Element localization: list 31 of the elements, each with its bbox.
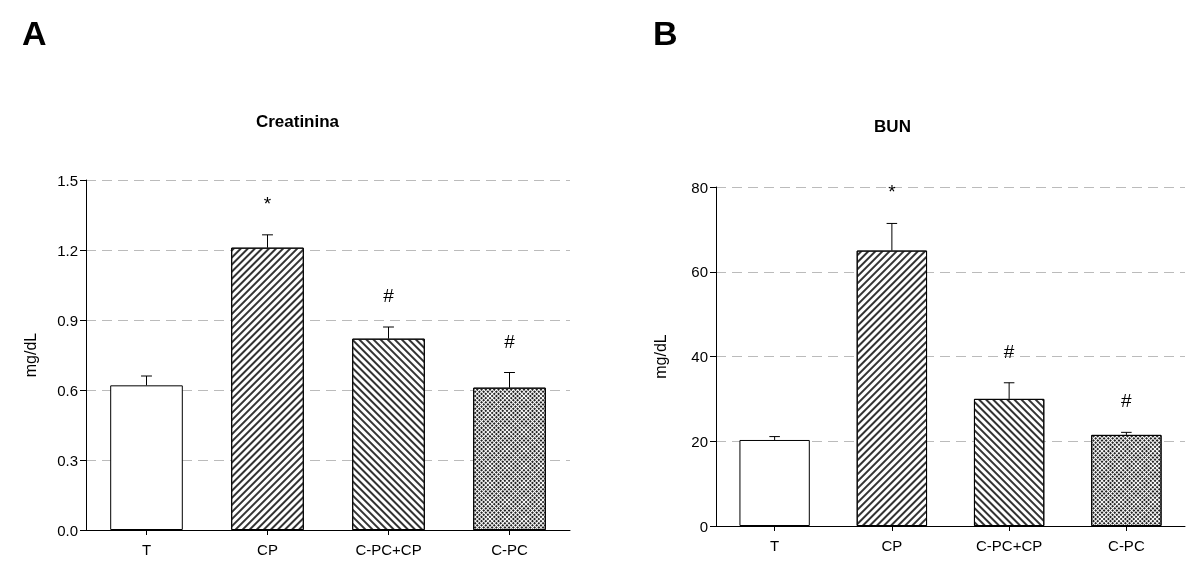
x-tick-label: T (770, 537, 780, 554)
x-tick-label: CP (257, 541, 278, 558)
annotation: # (383, 285, 395, 306)
y-axis-title: mg/dL (21, 332, 39, 378)
text: A (22, 14, 47, 53)
x-tick-label: C-PC (491, 541, 528, 558)
y-tick-label: 0.6 (57, 381, 78, 399)
x-tick-label: T (141, 541, 152, 558)
y-tick-label: 20 (691, 432, 708, 450)
y-tick-label: 1.5 (57, 171, 78, 189)
annotation: # (1121, 390, 1133, 412)
chart-title: Creatinina (255, 112, 340, 131)
annotation: # (1003, 340, 1015, 362)
chart-title: BUN (874, 117, 911, 136)
annotation: * (263, 192, 272, 214)
x-tick-label: C-PC+CP (355, 541, 422, 558)
y-tick-label: 0 (699, 517, 708, 535)
annotation: * (888, 181, 897, 203)
x-tick-label: C-PC+CP (975, 537, 1043, 554)
x-tick-label: C-PC (1108, 537, 1145, 554)
y-tick-label: 0.9 (57, 311, 78, 329)
text: B (653, 14, 678, 53)
annotation: # (504, 330, 516, 352)
y-tick-label: 60 (691, 263, 708, 281)
y-tick-label: 80 (691, 178, 708, 196)
y-tick-label: 0.0 (57, 521, 78, 539)
y-tick-label: 0.3 (57, 451, 78, 469)
y-axis-title: mg/dL (651, 334, 669, 379)
y-tick-label: 1.2 (57, 241, 78, 259)
x-tick-label: CP (881, 537, 903, 554)
y-tick-label: 40 (691, 348, 708, 365)
